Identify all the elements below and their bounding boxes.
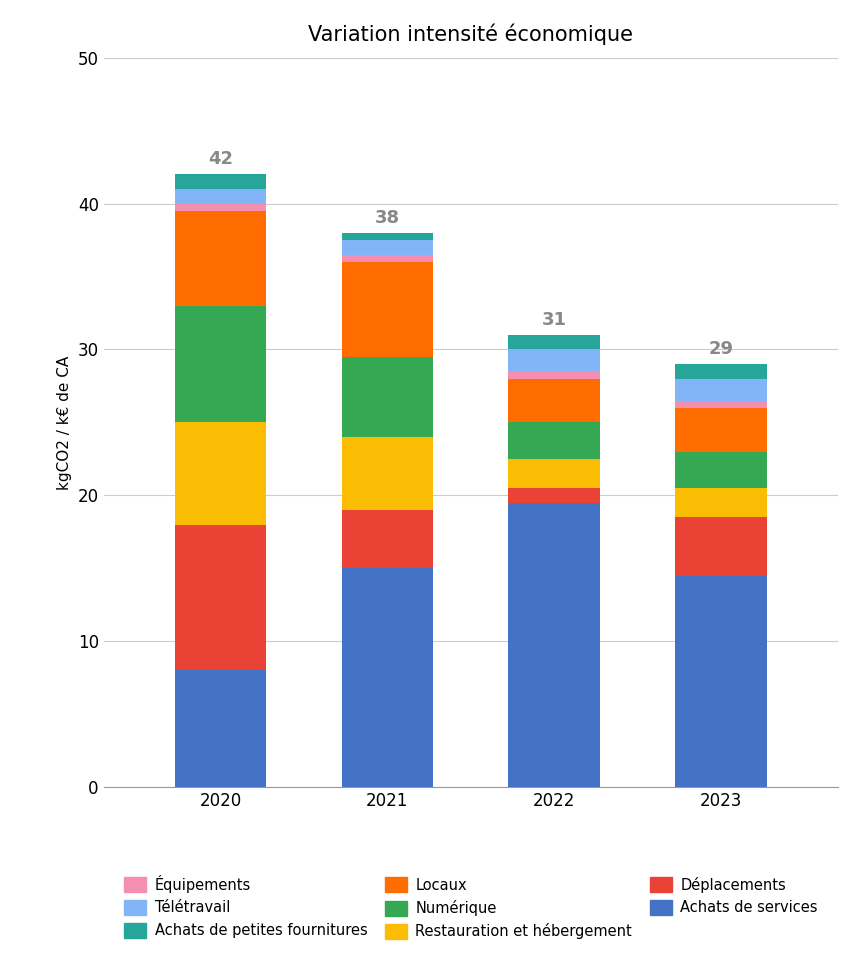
Bar [341, 232, 434, 240]
Bar [341, 240, 434, 254]
Bar [676, 364, 767, 378]
Legend: Équipements, Télétravail, Achats de petites fournitures, Locaux, Numérique, Rest: Équipements, Télétravail, Achats de peti… [117, 868, 825, 947]
Bar [341, 568, 434, 787]
Title: Variation intensité économique: Variation intensité économique [308, 23, 633, 45]
Y-axis label: kgCO2 / k€ de CA: kgCO2 / k€ de CA [57, 355, 72, 490]
Bar [341, 437, 434, 510]
Bar [676, 451, 767, 488]
Bar [175, 524, 266, 670]
Bar [676, 378, 767, 400]
Bar [175, 204, 266, 211]
Bar [676, 488, 767, 517]
Bar [676, 400, 767, 408]
Bar [341, 254, 434, 262]
Bar [341, 357, 434, 437]
Bar [175, 189, 266, 204]
Bar [508, 488, 600, 503]
Bar [508, 372, 600, 378]
Bar [508, 349, 600, 372]
Bar [175, 670, 266, 787]
Bar [508, 378, 600, 422]
Bar [508, 335, 600, 349]
Bar [676, 408, 767, 451]
Bar [341, 510, 434, 568]
Bar [508, 503, 600, 787]
Bar [508, 459, 600, 488]
Bar [175, 175, 266, 189]
Text: 38: 38 [375, 209, 400, 227]
Bar [508, 422, 600, 459]
Text: 42: 42 [208, 151, 233, 169]
Bar [175, 422, 266, 524]
Bar [676, 576, 767, 787]
Text: 31: 31 [542, 311, 567, 329]
Bar [175, 211, 266, 305]
Bar [341, 262, 434, 357]
Bar [676, 517, 767, 576]
Text: 29: 29 [708, 340, 734, 358]
Bar [175, 305, 266, 422]
